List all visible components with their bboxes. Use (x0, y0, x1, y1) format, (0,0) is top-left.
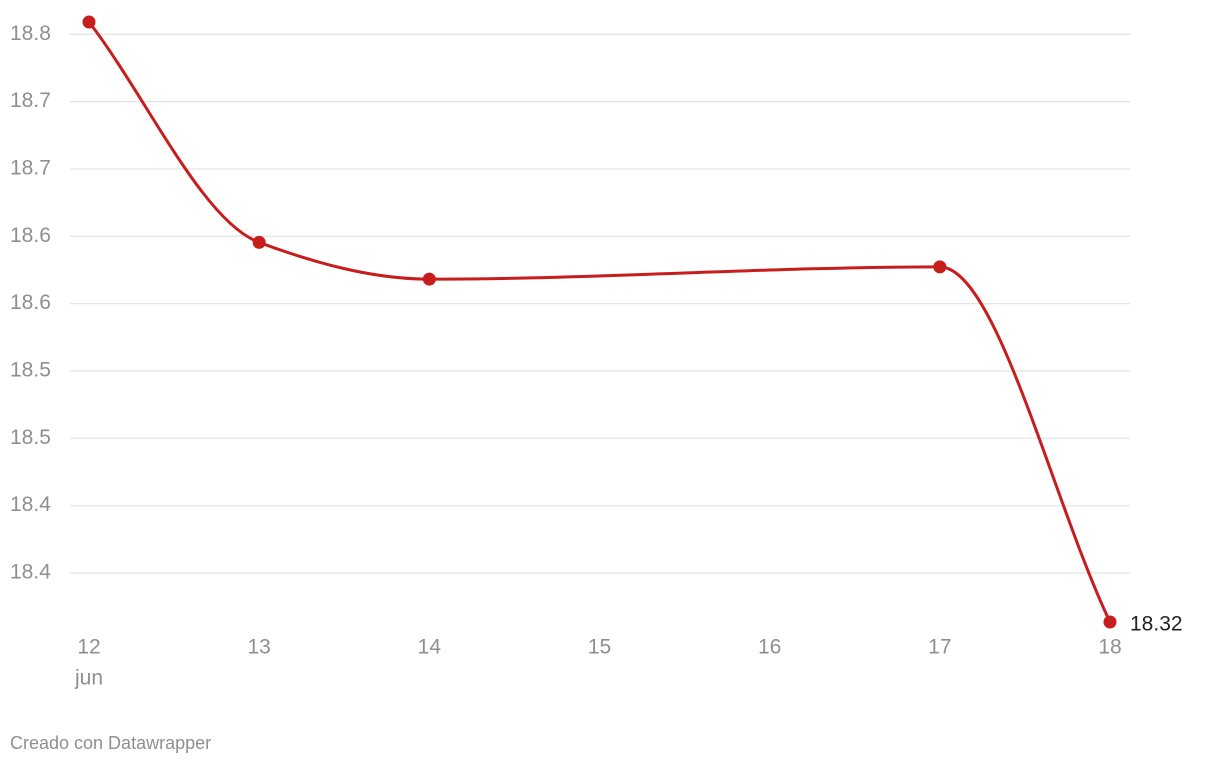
line (87, 21, 1112, 623)
y-tick-label: 18.6 (10, 291, 51, 314)
point (933, 260, 947, 274)
point (252, 235, 266, 249)
x-tick-label: 17 (928, 636, 951, 659)
x-tick-label: 13 (247, 636, 270, 659)
footer: Creado con Datawrapper (10, 733, 211, 753)
point (1103, 615, 1117, 629)
x-tick-label: 12 (77, 636, 100, 659)
value-label: 18.32 (1130, 613, 1183, 636)
y-tick-label: 18.8 (10, 22, 51, 45)
point (82, 15, 96, 29)
x-tick-label: 15 (588, 636, 611, 659)
y-tick-label: 18.6 (10, 224, 51, 247)
y-tick-label: 18.5 (10, 426, 51, 449)
x-tick-label: 18 (1098, 636, 1121, 659)
y-tick-label: 18.4 (10, 493, 51, 516)
y-tick-label: 18.4 (10, 561, 51, 584)
point (422, 272, 436, 286)
x-sublabel: jun (74, 667, 103, 690)
x-tick-label: 16 (758, 636, 781, 659)
x-tick-label: 14 (418, 636, 442, 659)
y-tick-label: 18.5 (10, 359, 51, 382)
y-tick-label: 18.7 (10, 156, 51, 179)
y-tick-label: 18.7 (10, 89, 51, 112)
